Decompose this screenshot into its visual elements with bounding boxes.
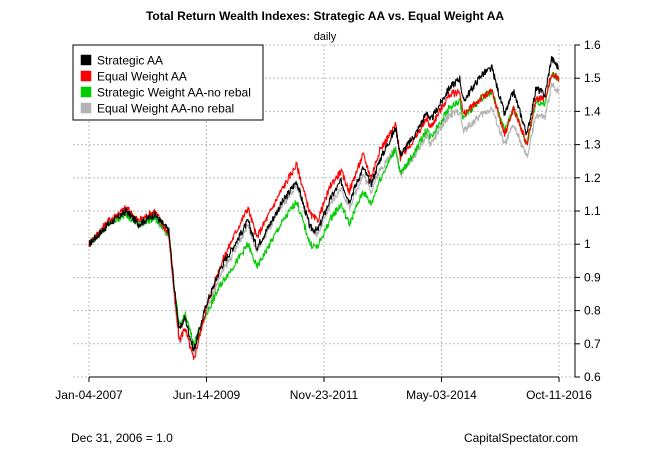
x-tick-label: Oct-11-2016 (526, 388, 592, 402)
x-tick-label: Nov-23-2011 (290, 388, 359, 402)
legend-swatch (80, 54, 92, 66)
y-tick-label: 0.6 (584, 370, 601, 384)
grid (73, 44, 575, 378)
legend-label: Equal Weight AA-no rebal (97, 102, 234, 116)
y-tick-label: 0.7 (584, 337, 601, 351)
legend: Strategic AA Equal Weight AA Strategic Wei… (72, 44, 264, 121)
axes: 0.6 0.7 0.8 0.9 1 1.1 1.2 1.3 1.4 1.5 1.6 Jan-04-20… (55, 38, 601, 402)
source-credit: CapitalSpectator.com (463, 431, 578, 445)
y-tick-label: 1.2 (584, 171, 601, 185)
series-line-strategic-aa (88, 55, 560, 352)
y-tick-label: 0.8 (584, 304, 601, 318)
base-date-note: Dec 31, 2006 = 1.0 (71, 431, 173, 445)
y-tick-label: 1.3 (584, 138, 601, 152)
legend-swatch (80, 86, 92, 98)
chart-title: Total Return Wealth Indexes: Strategic A… (145, 9, 505, 23)
series-line-strategic-weight-aa-no-rebal (88, 72, 560, 347)
y-tick-label: 0.9 (584, 270, 601, 284)
legend-box (72, 44, 264, 121)
legend-swatch (80, 70, 92, 82)
legend-label: Equal Weight AA (97, 70, 187, 84)
y-tick-label: 1.1 (584, 204, 601, 218)
series-lines (88, 55, 560, 360)
y-tick-label: 1.4 (584, 104, 601, 118)
y-tick-label: 1 (584, 237, 591, 251)
chart-subtitle: daily (313, 31, 337, 43)
legend-swatch (80, 102, 92, 114)
x-tick-label: May-03-2014 (406, 388, 477, 402)
x-tick-label: Jun-14-2009 (173, 388, 241, 402)
legend-label: Strategic AA (97, 54, 163, 68)
legend-label: Strategic Weight AA-no rebal (97, 86, 251, 100)
series-line-equal-weight-aa (88, 72, 560, 360)
y-tick-label: 1.6 (584, 38, 601, 52)
y-tick-label: 1.5 (584, 71, 601, 85)
x-tick-label: Jan-04-2007 (55, 388, 123, 402)
